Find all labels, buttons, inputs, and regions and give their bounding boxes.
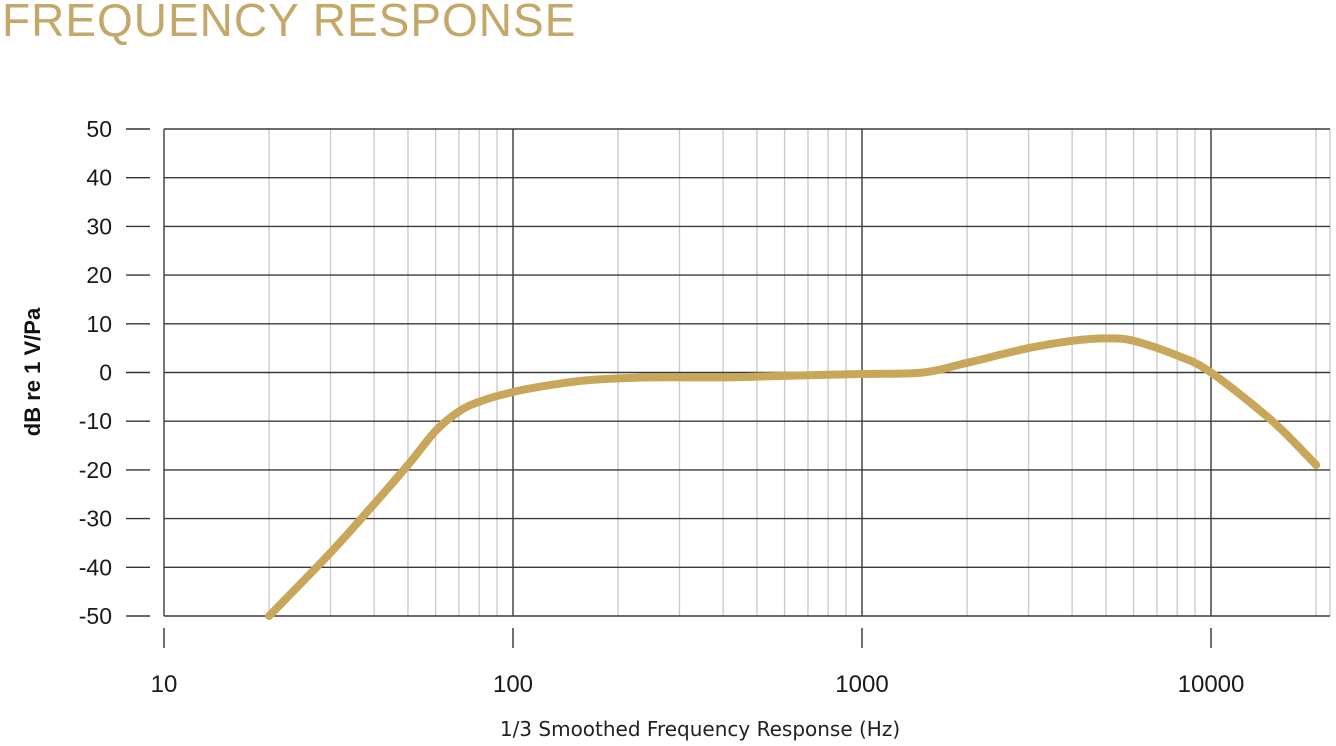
chart-title: FREQUENCY RESPONSE [2, 0, 577, 46]
y-tick-label: -50 [79, 603, 112, 629]
response-curve-line [265, 334, 1321, 620]
response-curve-group [265, 334, 1321, 620]
x-tick-label: 1000 [835, 671, 888, 698]
x-tick-label: 10 [151, 671, 178, 698]
y-tick-label: -30 [79, 506, 112, 532]
y-tick-label: -10 [79, 408, 112, 434]
y-axis-label: dB re 1 V/Pa [20, 307, 45, 436]
y-tick-label: -40 [79, 554, 112, 580]
x-axis-label: 1/3 Smoothed Frequency Response (Hz) [500, 717, 900, 741]
y-tick-label: 10 [86, 311, 112, 337]
y-tick-label: 40 [86, 165, 112, 191]
y-tick-label: 50 [86, 116, 112, 142]
y-tick-label: 30 [86, 213, 112, 239]
x-tick-label: 100 [493, 671, 533, 698]
y-tick-label: 20 [86, 262, 112, 288]
x-tick-label: 10000 [1178, 671, 1245, 698]
y-tick-label: 0 [99, 360, 112, 386]
x-axis-ticks: 10 100 1000 10000 [151, 628, 1245, 698]
y-axis-ticks: 50 40 30 20 10 0 -10 -20 -30 -40 -50 [79, 116, 150, 629]
y-tick-label: -20 [79, 457, 112, 483]
